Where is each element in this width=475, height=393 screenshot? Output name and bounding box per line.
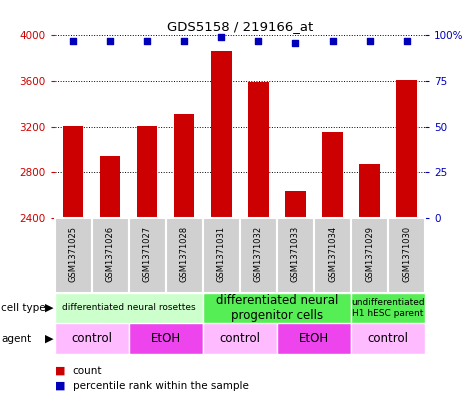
Text: control: control bbox=[219, 332, 260, 345]
Text: GSM1371028: GSM1371028 bbox=[180, 226, 189, 282]
Bar bbox=[240, 218, 277, 293]
Bar bbox=[388, 218, 425, 293]
Point bbox=[180, 38, 188, 44]
Bar bbox=[203, 218, 240, 293]
Bar bbox=[137, 126, 157, 218]
Bar bbox=[314, 218, 351, 293]
Text: percentile rank within the sample: percentile rank within the sample bbox=[73, 381, 248, 391]
Text: GSM1371026: GSM1371026 bbox=[106, 226, 114, 282]
Text: control: control bbox=[368, 332, 408, 345]
Point bbox=[255, 38, 262, 44]
Text: GSM1371030: GSM1371030 bbox=[402, 226, 411, 282]
Bar bbox=[100, 156, 120, 218]
Bar bbox=[277, 323, 351, 354]
Bar bbox=[63, 126, 83, 218]
Bar bbox=[360, 164, 380, 218]
Bar bbox=[203, 323, 277, 354]
Bar bbox=[129, 218, 166, 293]
Bar bbox=[277, 218, 314, 293]
Text: EtOH: EtOH bbox=[151, 332, 181, 345]
Bar bbox=[285, 191, 305, 218]
Bar bbox=[55, 293, 203, 323]
Text: GSM1371032: GSM1371032 bbox=[254, 226, 263, 282]
Text: GSM1371025: GSM1371025 bbox=[69, 226, 77, 282]
Bar bbox=[92, 218, 129, 293]
Bar bbox=[129, 323, 203, 354]
Bar bbox=[397, 80, 417, 218]
Point bbox=[218, 34, 225, 40]
Point bbox=[106, 38, 114, 44]
Text: GSM1371033: GSM1371033 bbox=[291, 226, 300, 282]
Text: undifferentiated
H1 hESC parent: undifferentiated H1 hESC parent bbox=[352, 298, 425, 318]
Bar bbox=[351, 218, 388, 293]
Text: differentiated neural rosettes: differentiated neural rosettes bbox=[62, 303, 196, 312]
Bar bbox=[174, 114, 194, 218]
Point bbox=[292, 40, 299, 46]
Bar bbox=[203, 293, 351, 323]
Text: count: count bbox=[73, 365, 102, 376]
Text: EtOH: EtOH bbox=[299, 332, 329, 345]
Point bbox=[329, 38, 336, 44]
Bar bbox=[55, 323, 129, 354]
Text: control: control bbox=[71, 332, 112, 345]
Text: ▶: ▶ bbox=[45, 334, 53, 344]
Text: GSM1371034: GSM1371034 bbox=[328, 226, 337, 282]
Title: GDS5158 / 219166_at: GDS5158 / 219166_at bbox=[167, 20, 313, 33]
Point bbox=[69, 38, 77, 44]
Point bbox=[143, 38, 151, 44]
Text: GSM1371031: GSM1371031 bbox=[217, 226, 226, 282]
Point bbox=[403, 38, 410, 44]
Text: ■: ■ bbox=[55, 365, 65, 376]
Text: cell type: cell type bbox=[1, 303, 46, 313]
Point bbox=[366, 38, 373, 44]
Bar bbox=[166, 218, 203, 293]
Bar bbox=[323, 132, 342, 218]
Bar bbox=[248, 82, 268, 218]
Text: agent: agent bbox=[1, 334, 31, 344]
Bar bbox=[211, 51, 231, 218]
Text: GSM1371027: GSM1371027 bbox=[143, 226, 152, 282]
Bar bbox=[55, 218, 92, 293]
Text: ▶: ▶ bbox=[45, 303, 53, 313]
Text: differentiated neural
progenitor cells: differentiated neural progenitor cells bbox=[216, 294, 338, 322]
Bar bbox=[351, 323, 425, 354]
Text: GSM1371029: GSM1371029 bbox=[365, 226, 374, 282]
Bar bbox=[351, 293, 425, 323]
Text: ■: ■ bbox=[55, 381, 65, 391]
